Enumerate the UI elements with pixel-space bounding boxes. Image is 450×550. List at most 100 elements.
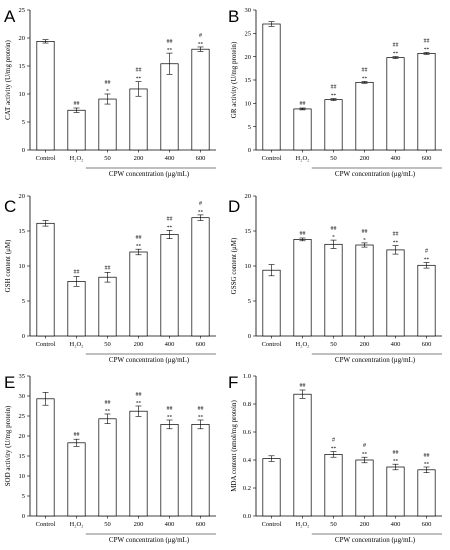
significance-star-label: ** (331, 446, 337, 452)
y-axis-label: CAT activity (U/mg protein) (4, 39, 12, 119)
significance-star-label: ** (167, 225, 173, 231)
significance-star-label: ** (393, 240, 399, 246)
bar (98, 98, 117, 151)
x-tick-label: 400 (391, 155, 401, 162)
significance-hash-label: # (199, 33, 202, 39)
bar (129, 410, 148, 517)
y-tick-label: 20 (19, 193, 26, 200)
y-tick-label: 20 (245, 54, 252, 61)
x-axis-label: CPW concentration (μg/mL) (109, 356, 190, 364)
significance-star-label: ** (198, 209, 204, 215)
significance-star-label: ** (105, 409, 111, 415)
significance-star-label: * (106, 89, 109, 95)
bar (191, 48, 210, 151)
significance-star-label: ** (198, 415, 204, 421)
significance-hash-label: ## (362, 229, 368, 235)
bar (262, 269, 281, 337)
y-tick-label: 5 (22, 298, 25, 305)
bar (355, 81, 374, 151)
significance-star-label: ** (136, 76, 142, 82)
x-axis-label: CPW concentration (μg/mL) (335, 356, 416, 364)
significance-hash-label: # (199, 201, 202, 207)
x-tick-label: 200 (360, 521, 370, 528)
y-tick-label: 35 (19, 373, 26, 380)
x-tick-label: 200 (360, 155, 370, 162)
significance-star-label: * (363, 237, 366, 243)
x-tick-label: Control (262, 341, 282, 348)
bar (129, 88, 148, 151)
significance-hash-label: ## (105, 400, 111, 406)
significance-hash-label: ## (362, 67, 368, 73)
x-axis-label: CPW concentration (μg/mL) (109, 536, 190, 544)
x-tick-label: 400 (165, 341, 175, 348)
significance-star-label: ** (362, 452, 368, 458)
bar (386, 249, 405, 337)
bar (160, 234, 179, 337)
bar (67, 442, 86, 517)
y-axis-label: SOD activity (U/mg protein) (4, 405, 12, 486)
y-tick-label: 5 (248, 124, 251, 131)
significance-hash-label: ## (300, 231, 306, 237)
panel-letter: B (228, 7, 239, 26)
significance-hash-label: ## (167, 406, 173, 412)
significance-hash-label: ## (105, 80, 111, 86)
x-tick-label: H₂O₂ (70, 155, 84, 162)
panel-letter: D (228, 197, 240, 216)
y-tick-label: 0 (22, 513, 25, 520)
x-tick-label: H₂O₂ (296, 155, 310, 162)
bar (160, 424, 179, 517)
bar (293, 239, 312, 337)
y-tick-label: 20 (19, 433, 26, 440)
bar (36, 398, 55, 517)
bar (262, 458, 281, 517)
significance-hash-label: ## (331, 226, 337, 232)
significance-hash-label: ## (300, 101, 306, 107)
y-tick-label: 0 (22, 333, 25, 340)
bar (293, 108, 312, 151)
bar (386, 57, 405, 151)
bar (417, 264, 436, 337)
x-tick-label: 200 (134, 341, 144, 348)
y-tick-label: 0.8 (243, 401, 251, 408)
x-tick-label: 600 (422, 521, 432, 528)
x-tick-label: 50 (104, 341, 111, 348)
significance-hash-label: ## (136, 68, 142, 74)
bar (98, 418, 117, 517)
significance-star-label: ** (424, 462, 430, 468)
significance-hash-label: ## (300, 383, 306, 389)
y-tick-label: 30 (19, 393, 26, 400)
significance-hash-label: ## (167, 39, 173, 45)
y-tick-label: 15 (19, 453, 26, 460)
y-axis-label: GSSG content (μM) (230, 237, 238, 294)
significance-hash-label: ## (105, 265, 111, 271)
y-tick-label: 25 (245, 31, 252, 38)
significance-hash-label: ## (136, 392, 142, 398)
significance-star-label: * (332, 235, 335, 241)
y-tick-label: 25 (19, 413, 26, 420)
significance-hash-label: ## (424, 453, 430, 459)
y-tick-label: 15 (245, 77, 252, 84)
y-tick-label: 0.6 (243, 429, 252, 436)
significance-hash-label: ## (198, 406, 204, 412)
chart-panel-a: A 0 5 10 15 20 25 CAT activity (U/mg protein) Co… (4, 7, 216, 178)
y-axis-label: GSH content (μM) (4, 239, 12, 292)
y-tick-label: 15 (245, 228, 252, 235)
x-tick-label: 600 (422, 341, 432, 348)
significance-hash-label: ## (393, 43, 399, 49)
x-tick-label: 400 (391, 521, 401, 528)
x-tick-label: 600 (196, 521, 206, 528)
significance-star-label: ** (331, 93, 337, 99)
bar (386, 466, 405, 517)
bar (129, 251, 148, 337)
y-tick-label: 0 (248, 333, 251, 340)
bar (355, 244, 374, 337)
bar (36, 222, 55, 337)
x-tick-label: Control (36, 521, 56, 528)
y-tick-label: 0.0 (243, 513, 251, 520)
significance-star-label: ** (393, 51, 399, 57)
x-tick-label: 600 (422, 155, 432, 162)
bar (98, 276, 117, 337)
y-tick-label: 5 (248, 298, 251, 305)
y-tick-label: 0 (22, 147, 25, 154)
